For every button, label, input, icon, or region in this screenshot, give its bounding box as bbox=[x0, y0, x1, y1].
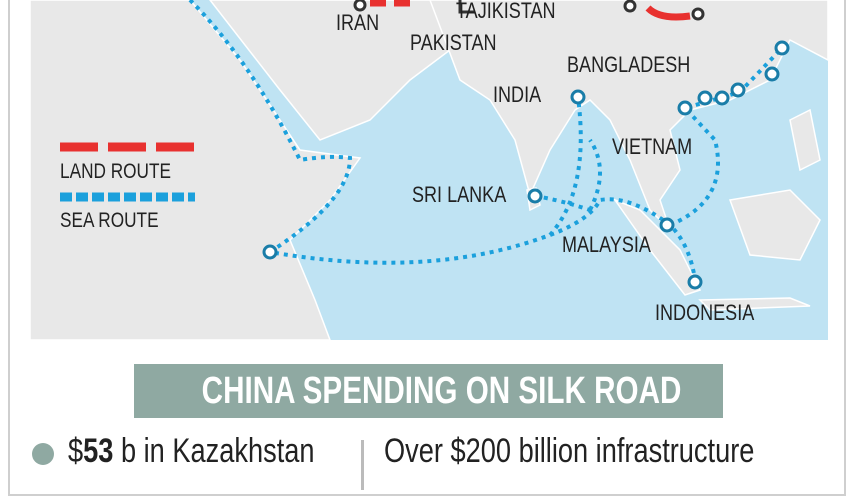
borneo-land bbox=[728, 189, 821, 261]
label-pakistan: PAKISTAN bbox=[410, 30, 497, 55]
label-iran: IRAN bbox=[336, 10, 380, 35]
fact-kazakhstan: $53 b in Kazakhstan bbox=[68, 432, 315, 471]
fact-prefix: $ bbox=[68, 432, 84, 470]
section-title: CHINA SPENDING ON SILK ROAD bbox=[134, 364, 723, 418]
philippines-land bbox=[789, 108, 821, 172]
label-sri-lanka: SRI LANKA bbox=[412, 182, 507, 207]
fact-suffix: b in Kazakhstan bbox=[113, 432, 315, 470]
divider bbox=[361, 440, 364, 490]
legend-swatches bbox=[60, 142, 195, 202]
label-tajikistan: TAJIKISTAN bbox=[456, 0, 556, 23]
label-malaysia: MALAYSIA bbox=[562, 232, 651, 257]
label-bangladesh: BANGLADESH bbox=[567, 52, 691, 77]
label-vietnam: VIETNAM bbox=[612, 134, 693, 159]
java-land bbox=[698, 297, 811, 311]
legend-land-route: LAND ROUTE bbox=[60, 160, 171, 183]
legend-sea-route: SEA ROUTE bbox=[60, 209, 159, 232]
fact-infrastructure: Over $200 billion infrastructure bbox=[384, 432, 755, 470]
sumatra-land bbox=[612, 198, 702, 296]
section-title-text: CHINA SPENDING ON SILK ROAD bbox=[201, 370, 682, 412]
label-indonesia: INDONESIA bbox=[655, 300, 755, 325]
port-markers bbox=[262, 40, 790, 290]
label-india: INDIA bbox=[493, 82, 542, 107]
fact-amount: 53 bbox=[83, 432, 114, 470]
silk-road-map bbox=[30, 0, 828, 340]
bullet-dot bbox=[32, 443, 54, 465]
land-route bbox=[370, 0, 691, 21]
